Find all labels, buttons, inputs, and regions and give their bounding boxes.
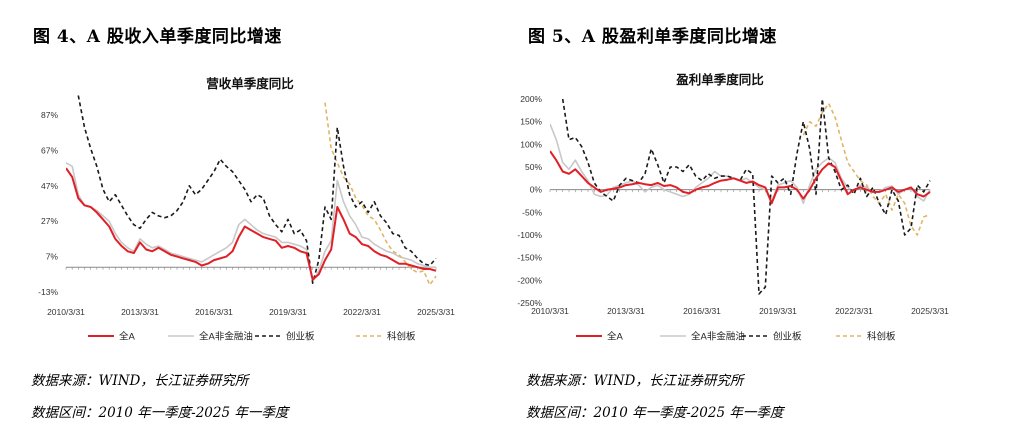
x-tick-label: 2022/3/31 (835, 306, 873, 316)
x-tick-label: 2025/3/31 (417, 307, 455, 317)
x-tick-label: 2022/3/31 (343, 307, 381, 317)
series-line-2 (66, 162, 436, 283)
legend-label: 全A (607, 331, 624, 343)
x-tick-label: 2010/3/31 (47, 307, 85, 317)
legend-label: 科创板 (867, 331, 896, 343)
y-tick-label: 27% (41, 216, 58, 226)
chart-title: 营收单季度同比 (206, 76, 294, 91)
x-tick-label: 2025/3/31 (911, 306, 949, 316)
legend-label: 全A非金融油 (199, 331, 253, 343)
right-range-note: 数据区间：2010 年一季度-2025 年一季度 (526, 405, 784, 421)
x-tick-label: 2019/3/31 (759, 306, 797, 316)
series-line-3 (561, 98, 931, 295)
right-figure-title: 图 5、A 股盈利单季度同比增速 (528, 27, 777, 47)
legend-label: 全A (119, 331, 136, 343)
left-source-note: 数据来源：WIND，长江证券研究所 (31, 373, 249, 389)
series-line-4 (324, 102, 437, 286)
y-tick-label: -200% (517, 275, 542, 285)
x-tick-label: 2019/3/31 (269, 307, 307, 317)
chart-2: 盈利单季度同比 -250% -200% -150% -100% -50% 0% 50% 100%… (517, 72, 949, 343)
x-tick-label: 2016/3/31 (195, 307, 233, 317)
y-tick-label: 0% (530, 185, 543, 195)
legend-label: 创业板 (286, 331, 315, 343)
y-tick-label: 47% (41, 181, 58, 191)
left-range-note: 数据区间：2010 年一季度-2025 年一季度 (31, 405, 289, 421)
y-tick-label: 7% (46, 252, 59, 262)
legend-label: 创业板 (773, 331, 802, 343)
y-tick-label: -150% (517, 253, 542, 263)
y-tick-label: -100% (517, 230, 542, 240)
series-line-1 (66, 167, 437, 281)
series-line-4 (802, 102, 931, 236)
y-tick-label: 67% (41, 145, 58, 155)
x-tick-label: 2013/3/31 (607, 306, 645, 316)
right-source-note: 数据来源：WIND，长江证券研究所 (526, 373, 744, 389)
y-tick-label: -50% (522, 207, 542, 217)
y-tick-label: 100% (520, 139, 542, 149)
y-tick-label: 50% (525, 162, 542, 172)
x-tick-label: 2016/3/31 (683, 306, 721, 316)
y-tick-label: 150% (520, 117, 542, 127)
y-tick-label: 200% (520, 94, 542, 104)
chart-1: 营收单季度同比 -13% 7% 27% 47% 67% 87% 2010/3/31 2013/3… (38, 76, 455, 343)
y-tick-label: 87% (41, 110, 58, 120)
x-tick-label: 2010/3/31 (531, 306, 569, 316)
y-tick-label: -250% (517, 298, 542, 308)
y-tick-label: -13% (38, 287, 58, 297)
series-line-1 (550, 150, 931, 205)
legend-label: 科创板 (387, 331, 416, 343)
left-figure-title: 图 4、A 股收入单季度同比增速 (33, 27, 282, 47)
x-tick-label: 2013/3/31 (121, 307, 159, 317)
legend-label: 全A非金融油 (691, 331, 745, 343)
chart-title: 盈利单季度同比 (675, 72, 764, 87)
